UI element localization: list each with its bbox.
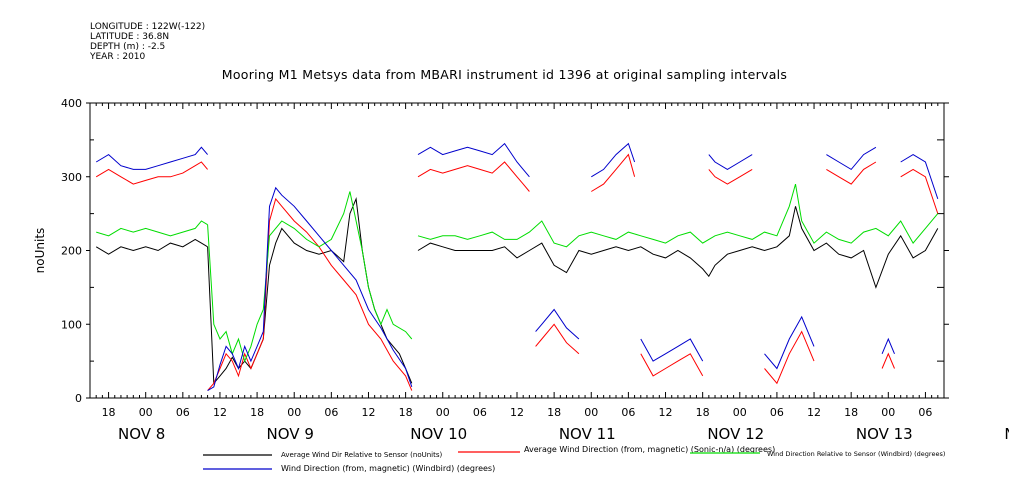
- series-1-line: [708, 168, 753, 185]
- series-1-line: [881, 352, 895, 369]
- x-day-label: NOV 11: [559, 425, 616, 443]
- series-3-line: [640, 338, 704, 362]
- longitude-label: LONGITUDE : 122W(-122): [90, 22, 206, 32]
- x-tick-label: 06: [770, 406, 784, 419]
- x-tick-label: 06: [473, 406, 487, 419]
- y-tick-label: 400: [61, 97, 82, 110]
- x-tick-label: 00: [139, 406, 153, 419]
- series-2-line: [417, 183, 939, 248]
- legend-label-0: Average Wind Dir Relative to Sensor (noU…: [281, 451, 442, 459]
- series-3-line: [207, 186, 413, 392]
- series-3-line: [881, 337, 895, 354]
- series-1-line: [535, 323, 580, 355]
- x-day-label: NOV 14: [1004, 425, 1009, 443]
- x-tick-label: 18: [250, 406, 264, 419]
- x-day-label: NOV 8: [118, 425, 165, 443]
- series-1-line: [764, 330, 815, 385]
- x-tick-label: 12: [361, 406, 375, 419]
- series-1-line: [417, 161, 530, 192]
- series-0-line: [417, 206, 939, 289]
- series-3-line: [826, 146, 877, 171]
- series-3-line: [764, 315, 815, 370]
- x-tick-label: 06: [324, 406, 338, 419]
- x-tick-label: 00: [287, 406, 301, 419]
- series-2-line: [96, 220, 208, 237]
- series-3-line: [591, 142, 636, 178]
- series-3-line: [95, 146, 208, 170]
- x-tick-label: 12: [510, 406, 524, 419]
- series-3-line: [535, 308, 580, 340]
- legend-label-3: Wind Direction (from, magnetic) (Windbir…: [281, 464, 495, 473]
- plot-frame: [89, 102, 945, 399]
- x-tick-label: 18: [696, 406, 710, 419]
- x-tick-label: 06: [918, 406, 932, 419]
- x-day-label: NOV 13: [856, 425, 913, 443]
- y-tick-label: 100: [61, 318, 82, 331]
- y-tick-label: 200: [61, 245, 82, 258]
- x-tick-label: 18: [844, 406, 858, 419]
- series-1-line: [826, 161, 877, 185]
- series-1-line: [640, 353, 704, 377]
- series-0-line: [207, 196, 413, 385]
- series-1-line: [95, 161, 208, 185]
- x-tick-label: 00: [584, 406, 598, 419]
- y-tick-label: 0: [75, 392, 82, 405]
- x-tick-label: 06: [176, 406, 190, 419]
- x-tick-label: 18: [399, 406, 413, 419]
- chart-title: Mooring M1 Metsys data from MBARI instru…: [221, 67, 788, 82]
- legend-label-2: Wind Direction Relative to Sensor (Windb…: [767, 450, 945, 458]
- series-3-line: [417, 142, 530, 178]
- y-axis-label: noUnits: [33, 228, 47, 274]
- series-1-line: [591, 153, 636, 192]
- series-3-line: [708, 154, 753, 170]
- depth-label: DEPTH (m) : -2.5: [90, 42, 166, 52]
- x-day-label: NOV 10: [410, 425, 467, 443]
- latitude-label: LATITUDE : 36.8N: [90, 32, 170, 42]
- year-label: YEAR : 2010: [90, 52, 146, 62]
- x-day-label: NOV 12: [707, 425, 764, 443]
- x-tick-label: 06: [621, 406, 635, 419]
- series-1-line: [207, 197, 413, 391]
- series-2-line: [207, 191, 413, 363]
- x-tick-label: 12: [213, 406, 227, 419]
- series-1-line: [900, 168, 939, 214]
- legend-label-1: Average Wind Direction (from, magnetic) …: [524, 445, 775, 454]
- x-tick-label: 12: [659, 406, 673, 419]
- x-tick-label: 18: [547, 406, 561, 419]
- series-0-line: [95, 238, 208, 255]
- x-tick-label: 00: [436, 406, 450, 419]
- x-tick-label: 00: [733, 406, 747, 419]
- series-3-line: [900, 154, 939, 200]
- y-tick-label: 300: [61, 171, 82, 184]
- x-tick-label: 18: [102, 406, 116, 419]
- x-tick-label: 00: [881, 406, 895, 419]
- x-tick-label: 12: [807, 406, 821, 419]
- x-day-label: NOV 9: [267, 425, 314, 443]
